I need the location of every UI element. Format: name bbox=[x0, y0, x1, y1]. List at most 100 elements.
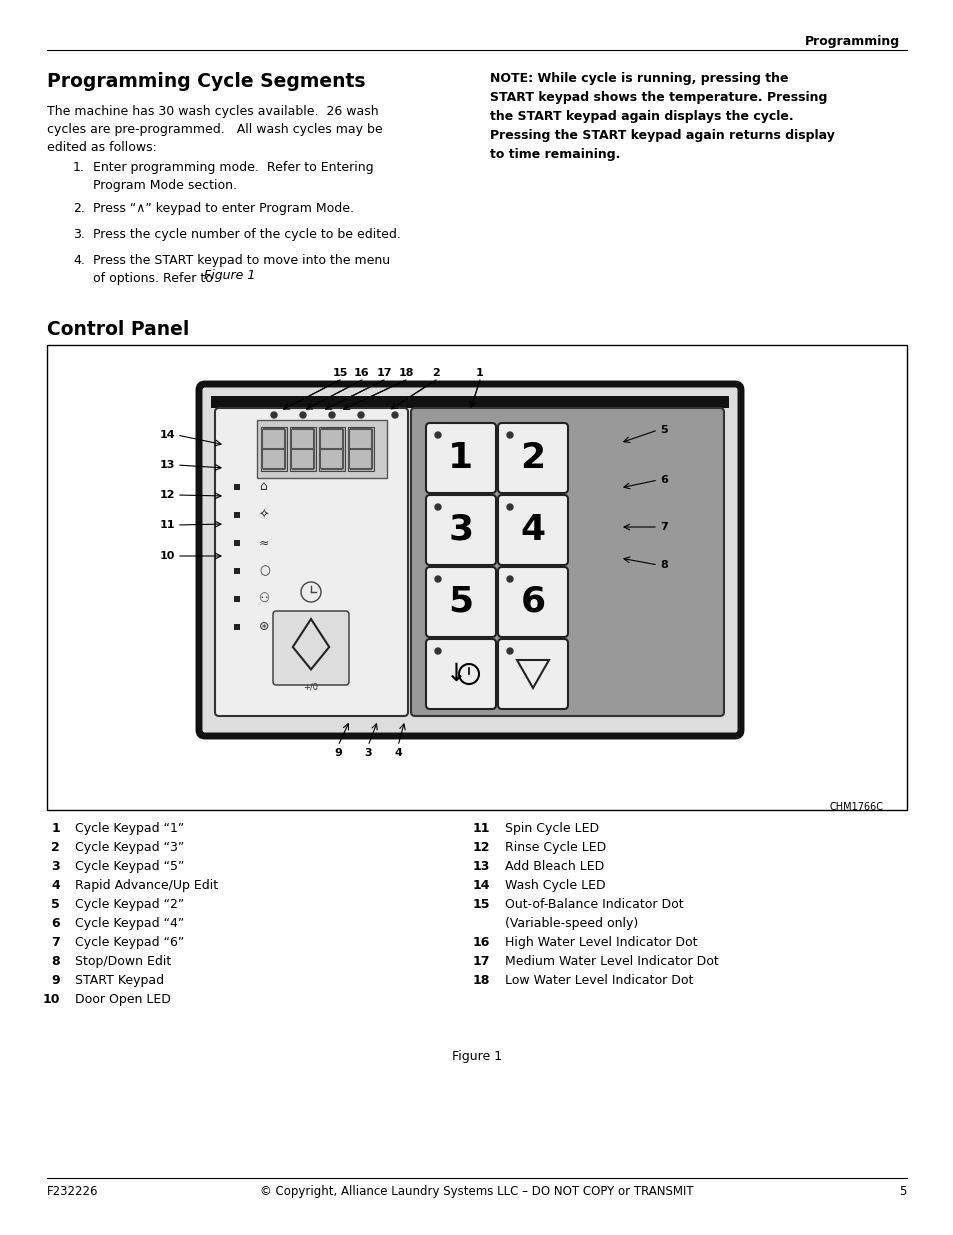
Text: +/0: +/0 bbox=[303, 683, 318, 692]
FancyBboxPatch shape bbox=[497, 638, 567, 709]
FancyBboxPatch shape bbox=[497, 567, 567, 637]
Text: Enter programming mode.  Refer to Entering
Program Mode section.: Enter programming mode. Refer to Enterin… bbox=[92, 161, 374, 191]
FancyBboxPatch shape bbox=[426, 424, 496, 493]
Text: 10: 10 bbox=[159, 551, 174, 561]
Text: 17: 17 bbox=[472, 955, 490, 968]
Text: CHM1766C: CHM1766C bbox=[829, 802, 883, 811]
Text: Add Bleach LED: Add Bleach LED bbox=[504, 860, 603, 873]
Text: 9: 9 bbox=[334, 748, 341, 758]
Bar bbox=[233, 568, 240, 574]
Text: Programming Cycle Segments: Programming Cycle Segments bbox=[47, 72, 365, 91]
Circle shape bbox=[271, 412, 276, 417]
Text: 16: 16 bbox=[472, 936, 490, 948]
Text: 5: 5 bbox=[448, 585, 473, 619]
Bar bbox=[233, 597, 240, 601]
Text: 16: 16 bbox=[354, 368, 370, 378]
Text: 3: 3 bbox=[448, 513, 473, 547]
Text: 4: 4 bbox=[51, 879, 60, 892]
Text: 13: 13 bbox=[472, 860, 490, 873]
Bar bbox=[233, 624, 240, 630]
Bar bbox=[47, 345, 906, 810]
Text: Press the START keypad to move into the menu
of options. Refer to: Press the START keypad to move into the … bbox=[92, 254, 390, 285]
FancyBboxPatch shape bbox=[497, 424, 567, 493]
Text: 8: 8 bbox=[659, 559, 667, 571]
Text: Cycle Keypad “1”: Cycle Keypad “1” bbox=[75, 823, 184, 835]
Text: ↓: ↓ bbox=[445, 662, 466, 685]
Text: 7: 7 bbox=[51, 936, 60, 948]
Text: 1: 1 bbox=[476, 368, 483, 378]
Text: 7: 7 bbox=[659, 522, 667, 532]
Text: 2.: 2. bbox=[73, 203, 85, 215]
Text: ⚇: ⚇ bbox=[258, 593, 270, 605]
Circle shape bbox=[435, 432, 440, 438]
FancyBboxPatch shape bbox=[497, 495, 567, 564]
Text: NOTE: While cycle is running, pressing the
START keypad shows the temperature. P: NOTE: While cycle is running, pressing t… bbox=[490, 72, 834, 161]
Bar bbox=[348, 427, 374, 471]
Text: Press the cycle number of the cycle to be edited.: Press the cycle number of the cycle to b… bbox=[92, 228, 400, 241]
Text: 14: 14 bbox=[472, 879, 490, 892]
Bar bbox=[233, 484, 240, 490]
Circle shape bbox=[506, 576, 513, 582]
Circle shape bbox=[299, 412, 306, 417]
Text: 2: 2 bbox=[432, 368, 439, 378]
FancyBboxPatch shape bbox=[426, 567, 496, 637]
FancyBboxPatch shape bbox=[199, 384, 740, 736]
Text: Rinse Cycle LED: Rinse Cycle LED bbox=[504, 841, 605, 853]
Text: 12: 12 bbox=[472, 841, 490, 853]
Text: ⌂: ⌂ bbox=[258, 480, 267, 494]
Text: Low Water Level Indicator Dot: Low Water Level Indicator Dot bbox=[504, 974, 693, 987]
Text: 1: 1 bbox=[448, 441, 473, 475]
Text: F232226: F232226 bbox=[47, 1186, 98, 1198]
Text: Stop/Down Edit: Stop/Down Edit bbox=[75, 955, 172, 968]
FancyBboxPatch shape bbox=[426, 495, 496, 564]
Text: 5: 5 bbox=[51, 898, 60, 911]
Text: Door Open LED: Door Open LED bbox=[75, 993, 171, 1007]
FancyBboxPatch shape bbox=[411, 408, 723, 716]
Text: ✧: ✧ bbox=[258, 509, 269, 521]
FancyBboxPatch shape bbox=[273, 611, 349, 685]
Bar bbox=[233, 540, 240, 546]
Text: ○: ○ bbox=[258, 564, 270, 578]
Text: Medium Water Level Indicator Dot: Medium Water Level Indicator Dot bbox=[504, 955, 718, 968]
Text: Cycle Keypad “4”: Cycle Keypad “4” bbox=[75, 918, 184, 930]
Text: Cycle Keypad “6”: Cycle Keypad “6” bbox=[75, 936, 184, 948]
Circle shape bbox=[506, 648, 513, 655]
Circle shape bbox=[435, 504, 440, 510]
Bar bbox=[233, 513, 240, 517]
Text: 3: 3 bbox=[364, 748, 372, 758]
Text: 11: 11 bbox=[472, 823, 490, 835]
Circle shape bbox=[329, 412, 335, 417]
Text: START Keypad: START Keypad bbox=[75, 974, 164, 987]
Bar bbox=[256, 420, 387, 478]
Text: Figure 1: Figure 1 bbox=[452, 1050, 501, 1063]
Circle shape bbox=[357, 412, 364, 417]
Circle shape bbox=[506, 504, 513, 510]
Text: 10: 10 bbox=[43, 993, 60, 1007]
Text: Cycle Keypad “3”: Cycle Keypad “3” bbox=[75, 841, 184, 853]
Text: Cycle Keypad “2”: Cycle Keypad “2” bbox=[75, 898, 184, 911]
Text: Programming: Programming bbox=[804, 35, 899, 48]
Text: 4: 4 bbox=[520, 513, 545, 547]
Text: 15: 15 bbox=[472, 898, 490, 911]
Text: 11: 11 bbox=[159, 520, 174, 530]
Bar bbox=[261, 427, 287, 471]
Text: Figure 1: Figure 1 bbox=[204, 269, 255, 282]
Circle shape bbox=[392, 412, 397, 417]
FancyBboxPatch shape bbox=[214, 408, 408, 716]
Text: 18: 18 bbox=[472, 974, 490, 987]
Text: © Copyright, Alliance Laundry Systems LLC – DO NOT COPY or TRANSMIT: © Copyright, Alliance Laundry Systems LL… bbox=[260, 1186, 693, 1198]
Text: 18: 18 bbox=[397, 368, 414, 378]
Text: 4: 4 bbox=[394, 748, 401, 758]
Text: High Water Level Indicator Dot: High Water Level Indicator Dot bbox=[504, 936, 697, 948]
Text: 1.: 1. bbox=[73, 161, 85, 174]
Text: The machine has 30 wash cycles available.  26 wash
cycles are pre-programmed.   : The machine has 30 wash cycles available… bbox=[47, 105, 382, 154]
Text: 14: 14 bbox=[159, 430, 174, 440]
Text: Cycle Keypad “5”: Cycle Keypad “5” bbox=[75, 860, 184, 873]
Text: Out-of-Balance Indicator Dot: Out-of-Balance Indicator Dot bbox=[504, 898, 683, 911]
Text: Press “∧” keypad to enter Program Mode.: Press “∧” keypad to enter Program Mode. bbox=[92, 203, 354, 215]
Text: Spin Cycle LED: Spin Cycle LED bbox=[504, 823, 598, 835]
Text: 15: 15 bbox=[332, 368, 347, 378]
Text: Control Panel: Control Panel bbox=[47, 320, 190, 338]
Text: 2: 2 bbox=[520, 441, 545, 475]
Text: Rapid Advance/Up Edit: Rapid Advance/Up Edit bbox=[75, 879, 218, 892]
